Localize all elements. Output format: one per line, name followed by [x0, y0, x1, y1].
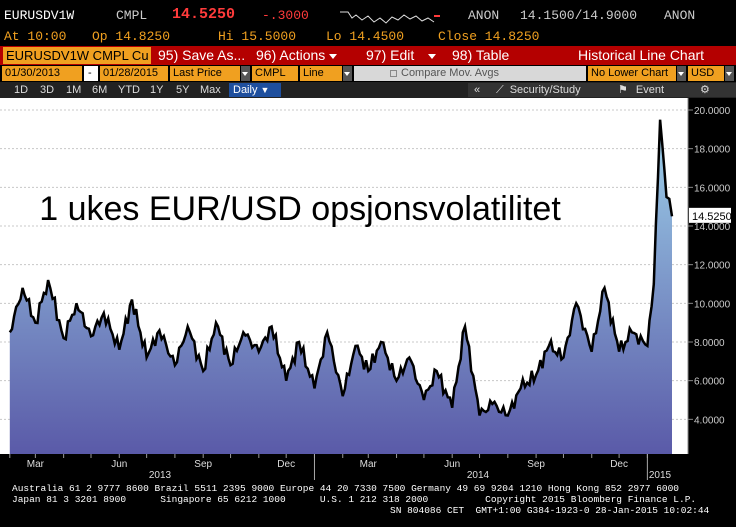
study-toolbar: « ⟋ Security/Study ⚑ Event ⚙: [468, 83, 736, 97]
range-1y[interactable]: 1Y: [150, 84, 164, 96]
sparkline: [340, 11, 440, 24]
period-label: Daily: [233, 84, 258, 96]
lower-chart-select[interactable]: No Lower Chart: [588, 66, 676, 81]
currency-dropdown-button[interactable]: [725, 66, 734, 81]
lower-chart-dropdown-button[interactable]: [677, 66, 686, 81]
currency-select[interactable]: USD: [688, 66, 724, 81]
series-area: [9, 119, 673, 454]
x-tick-label: Jun: [111, 459, 127, 470]
footer: Australia 61 2 9777 8600 Brazil 5511 239…: [0, 481, 736, 527]
range-ytd[interactable]: YTD: [118, 84, 140, 96]
security-field[interactable]: EURUSDV1W CMPL Cu: [3, 47, 151, 64]
chevron-down-icon: [428, 53, 437, 59]
pricing-source: ANON: [468, 8, 500, 23]
x-axis-ticks: Mar Jun Sep Dec Mar Jun Sep Dec 2013 2014 2015: [9, 454, 672, 480]
period-select[interactable]: Daily ▼: [229, 83, 281, 97]
y-tick-label: 8.0000: [694, 338, 725, 349]
style-dropdown-button[interactable]: [343, 66, 352, 81]
close-price: Close 14.8250: [438, 29, 540, 44]
high-price: Hi 15.5000: [218, 29, 297, 44]
last-price: 14.5250: [172, 6, 236, 23]
style-select[interactable]: Line: [300, 66, 342, 81]
field-select[interactable]: Last Price: [170, 66, 240, 81]
footer-contacts-1: Australia 61 2 9777 8600 Brazil 5511 239…: [12, 483, 680, 494]
y-tick-label: 14.0000: [694, 222, 731, 233]
security-study-button[interactable]: ⟋ Security/Study: [496, 83, 581, 97]
chart-settings: 01/30/2013 - 01/28/2015 Last Price CMPL …: [0, 65, 736, 82]
footer-session: SN 804086 CET GMT+1:00 G384-1923-0 28-Ja…: [390, 505, 710, 516]
time-at: At 10:00: [4, 29, 67, 44]
open-price: Op 14.8250: [92, 29, 171, 44]
y-tick-label: 10.0000: [694, 299, 731, 310]
price-chart: 20.0000 18.0000 16.0000 14.0000 12.0000 10.00…: [0, 98, 736, 480]
x-year-label: 2013: [149, 470, 172, 480]
view-title: Historical Line Chart: [578, 47, 705, 63]
y-tick-label: 20.0000: [694, 106, 731, 117]
triangle-down-icon: ▼: [260, 85, 270, 95]
event-button[interactable]: ⚑ Event: [618, 83, 664, 97]
pricing-source-2: ANON: [664, 8, 696, 23]
source-label: CMPL: [116, 8, 148, 23]
x-tick-label: Mar: [360, 459, 378, 470]
date-separator: -: [84, 66, 98, 81]
line-chart-icon: ⟋: [496, 84, 504, 96]
x-year-label: 2015: [649, 470, 672, 480]
range-1d[interactable]: 1D: [14, 84, 29, 96]
x-tick-label: Dec: [610, 459, 628, 470]
field-dropdown-button[interactable]: [241, 66, 250, 81]
flag-icon: ⚑: [618, 84, 628, 96]
y-tick-label: 18.0000: [694, 145, 731, 156]
quote-header: EURUSDV1W CMPL 14.5250 -.3000 ANON 14.15…: [0, 0, 736, 28]
table-label: 98) Table: [452, 47, 510, 63]
edit-label: 97) Edit: [366, 47, 415, 63]
range-3d[interactable]: 3D: [40, 84, 55, 96]
x-tick-label: Sep: [527, 459, 545, 470]
low-price: Lo 14.4500: [326, 29, 405, 44]
y-tick-label: 16.0000: [694, 183, 731, 194]
y-tick-label: 12.0000: [694, 261, 731, 272]
series-line: [8, 119, 674, 417]
footer-contacts-2: Japan 81 3 3201 8900 Singapore 65 6212 1…: [12, 494, 697, 505]
chart-title: 1 ukes EUR/USD opsjonsvolatilitet: [39, 190, 561, 228]
start-date-input[interactable]: 01/30/2013: [2, 66, 82, 81]
source-select[interactable]: CMPL: [252, 66, 298, 81]
y-axis-ticks: 20.0000 18.0000 16.0000 14.0000 12.0000 10.00…: [688, 106, 731, 426]
x-tick-label: Jun: [444, 459, 460, 470]
compare-icon: [390, 69, 397, 77]
actions-label: 96) Actions: [256, 47, 326, 63]
security-study-label: Security/Study: [509, 84, 581, 96]
x-tick-label: Mar: [27, 459, 45, 470]
end-date-input[interactable]: 01/28/2015: [100, 66, 168, 81]
x-tick-label: Sep: [194, 459, 212, 470]
save-as-label: 95) Save As...: [158, 47, 246, 63]
save-as-button[interactable]: 95) Save As...: [158, 46, 245, 65]
price-change: -.3000: [262, 8, 309, 23]
range-1m[interactable]: 1M: [66, 84, 82, 96]
action-toolbar: EURUSDV1W CMPL Cu 95) Save As... 96) Act…: [0, 46, 736, 65]
collapse-button[interactable]: «: [474, 84, 481, 96]
last-value-marker: 14.5250: [689, 207, 732, 223]
x-year-label: 2014: [467, 470, 490, 480]
x-axis-band: [0, 454, 736, 480]
actions-menu[interactable]: 96) Actions: [256, 46, 338, 65]
x-tick-label: Dec: [277, 459, 295, 470]
gear-icon[interactable]: ⚙: [700, 84, 710, 96]
y-tick-label: 6.0000: [694, 377, 725, 388]
range-6m[interactable]: 6M: [92, 84, 108, 96]
event-label: Event: [635, 84, 665, 96]
quote-stats: At 10:00 Op 14.8250 Hi 15.5000 Lo 14.450…: [0, 28, 736, 46]
chevron-down-icon: [329, 53, 338, 59]
bid-ask: 14.1500/14.9000: [520, 8, 638, 23]
range-5y[interactable]: 5Y: [176, 84, 190, 96]
compare-moving-averages[interactable]: Compare Mov. Avgs: [354, 66, 586, 81]
compare-label: Compare Mov. Avgs: [401, 67, 500, 79]
y-tick-label: 4.0000: [694, 415, 725, 426]
range-max[interactable]: Max: [200, 84, 221, 96]
last-value-label: 14.5250: [692, 211, 732, 223]
range-bar: 1D 3D 1M 6M YTD 1Y 5Y Max Daily ▼ « ⟋ Sec…: [0, 82, 736, 98]
table-button[interactable]: 98) Table: [452, 46, 509, 65]
ticker-label: EURUSDV1W: [4, 8, 75, 23]
edit-menu[interactable]: 97) Edit: [366, 46, 437, 65]
